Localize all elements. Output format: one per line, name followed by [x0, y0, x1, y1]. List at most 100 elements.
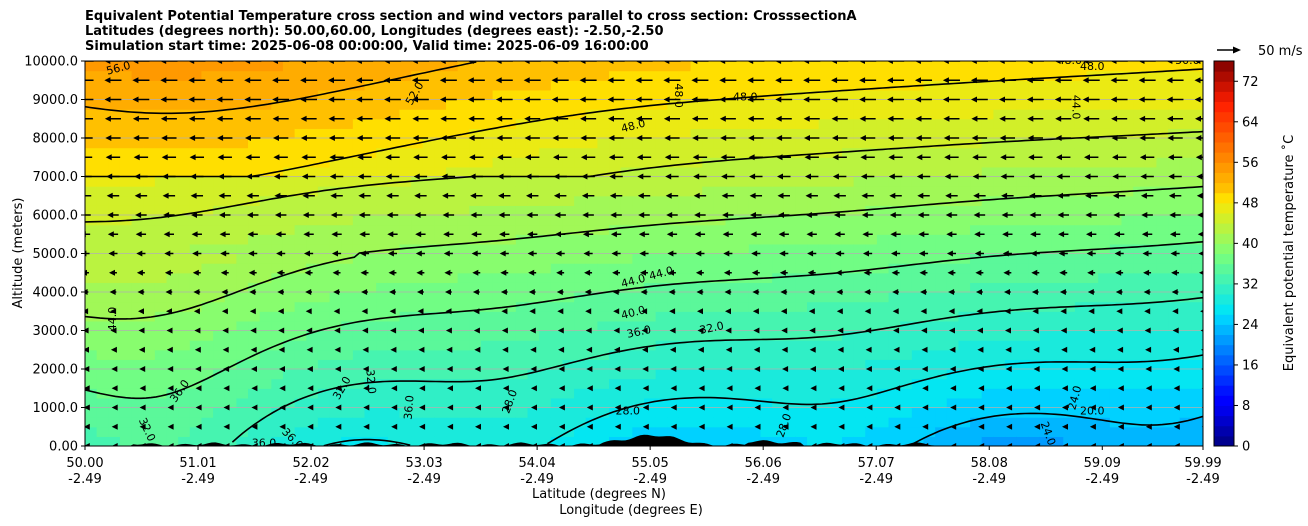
heat-cell — [317, 118, 331, 129]
heat-cell — [690, 138, 703, 149]
heat-cell — [271, 80, 284, 91]
heat-cell — [946, 80, 960, 91]
heat-cell — [504, 407, 517, 418]
heat-cell — [911, 99, 925, 110]
heat-cell — [1191, 157, 1203, 168]
heat-cell — [189, 388, 203, 399]
heat-cell — [539, 301, 552, 312]
heat-cell — [364, 205, 377, 216]
heat-cell — [900, 205, 913, 216]
heat-cell — [853, 118, 866, 129]
heat-cell — [399, 61, 412, 72]
heat-cell — [352, 330, 366, 341]
heat-cell — [760, 292, 773, 303]
wind-vector — [1200, 329, 1203, 332]
heat-cell — [201, 340, 214, 351]
heat-cell — [527, 89, 540, 101]
heat-cell — [772, 224, 785, 235]
heat-cell — [1121, 282, 1134, 293]
heat-cell — [1005, 407, 1018, 418]
heat-cell — [609, 253, 622, 264]
wind-vector — [273, 173, 288, 180]
heat-cell — [935, 109, 948, 120]
heat-cell — [1121, 128, 1134, 139]
heat-cell — [690, 195, 703, 206]
heat-cell — [1168, 224, 1181, 235]
heat-cell — [1144, 330, 1158, 341]
heat-cell — [620, 407, 633, 418]
heat-cell — [632, 340, 645, 351]
wind-vector — [166, 346, 173, 353]
heat-cell — [248, 407, 261, 418]
heat-cell — [1074, 311, 1088, 322]
heat-cell — [329, 138, 342, 149]
heat-cell — [317, 397, 331, 409]
heat-cell — [970, 80, 983, 91]
heat-cell — [1086, 138, 1099, 149]
heat-cell — [85, 243, 98, 255]
x-tick-label-longitude: -2.49 — [294, 472, 328, 487]
heat-cell — [1156, 253, 1169, 264]
heat-cell — [900, 61, 913, 72]
heat-cell — [1191, 205, 1203, 216]
heat-cell — [422, 320, 435, 332]
heat-cell — [271, 243, 284, 255]
heat-cell — [678, 388, 692, 399]
heat-cell — [1016, 282, 1029, 293]
wind-vector — [862, 231, 873, 238]
heat-cell — [1156, 118, 1169, 129]
heat-cell — [1039, 176, 1053, 187]
heat-cell — [807, 147, 820, 158]
heat-cell — [562, 138, 575, 149]
x-tick-label-latitude: 59.09 — [1084, 456, 1121, 471]
wind-vector — [865, 327, 872, 334]
heat-cell — [189, 397, 203, 409]
heat-cell — [271, 234, 284, 245]
heat-cell — [888, 195, 901, 206]
contour-label: 48.0 — [1080, 60, 1105, 73]
heat-cell — [911, 340, 925, 351]
wind-vector — [1088, 308, 1095, 315]
heat-cell — [96, 224, 109, 235]
heat-cell — [678, 157, 692, 168]
heat-cell — [807, 292, 820, 303]
wind-vector — [1086, 231, 1097, 238]
heat-cell — [1063, 436, 1076, 446]
wind-vector — [611, 250, 621, 257]
heat-cell — [958, 436, 971, 446]
heat-cell — [154, 292, 168, 303]
heat-cell — [515, 282, 529, 293]
wind-vector — [663, 77, 681, 84]
heat-cell — [609, 186, 622, 197]
wind-vector — [692, 135, 708, 141]
heat-cell — [1109, 272, 1123, 283]
heat-cell — [282, 166, 296, 178]
heat-cell — [900, 397, 913, 409]
heat-cell — [352, 369, 366, 380]
heat-cell — [1028, 282, 1041, 293]
wind-vector — [1030, 250, 1040, 257]
heat-cell — [655, 397, 668, 409]
heat-cell — [620, 215, 633, 226]
heat-cell — [108, 118, 121, 129]
heat-cell — [935, 176, 948, 187]
heat-cell — [853, 369, 866, 380]
heat-cell — [446, 272, 459, 283]
heat-cell — [1156, 359, 1169, 370]
heat-cell — [446, 109, 459, 120]
heat-cell — [818, 388, 831, 399]
heat-cell — [294, 109, 307, 120]
heat-cell — [690, 378, 703, 389]
heat-cell — [154, 215, 168, 226]
heat-cell — [259, 89, 272, 101]
heat-cell — [1074, 436, 1088, 446]
heat-cell — [1039, 349, 1053, 360]
heat-cell — [317, 417, 331, 428]
heat-cell — [609, 282, 622, 293]
wind-vector — [363, 423, 370, 430]
heat-cell — [1144, 109, 1158, 120]
heat-cell — [760, 138, 773, 149]
heat-cell — [644, 234, 657, 245]
heat-cell — [294, 128, 307, 139]
heat-cell — [1156, 417, 1169, 428]
